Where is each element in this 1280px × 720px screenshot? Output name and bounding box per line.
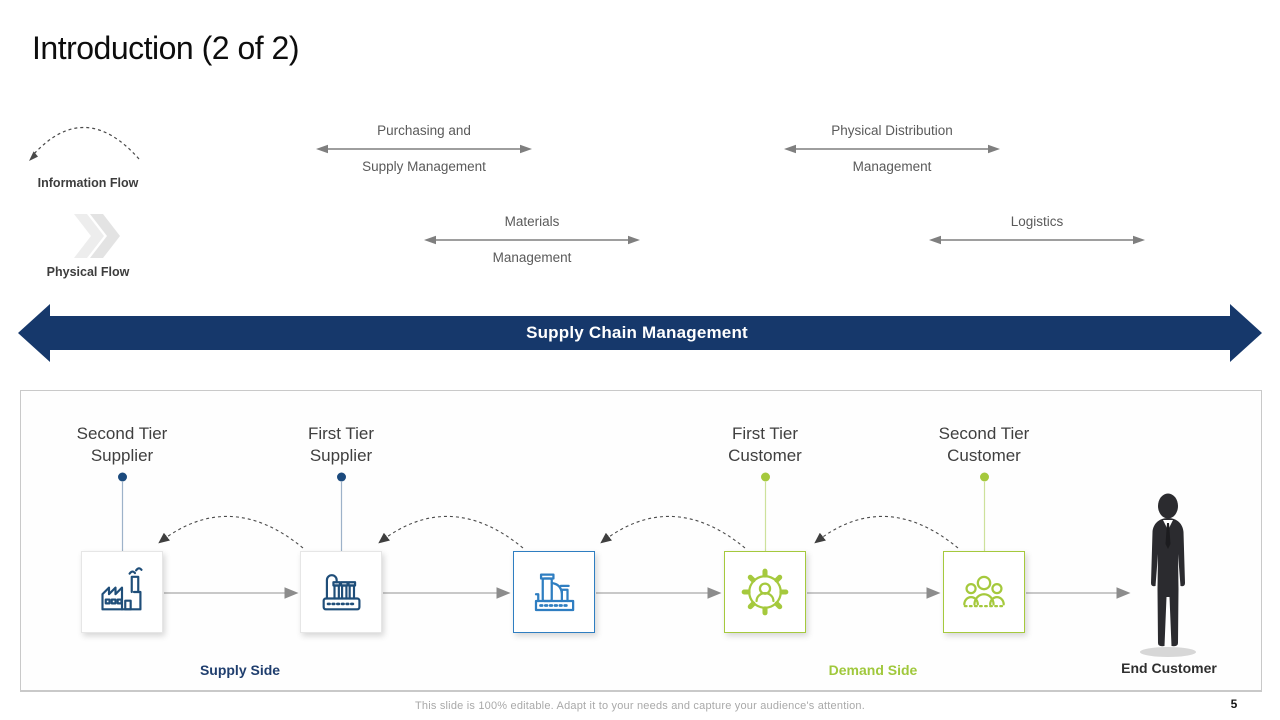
node-label-first-tier-supplier: First Tier Supplier	[307, 424, 375, 465]
flow-arrow-label: Supply Management	[362, 159, 486, 174]
double-arrow-icon	[784, 144, 1000, 154]
flow-arrow-label: Physical Distribution	[831, 123, 953, 138]
information-flow-arcs	[158, 515, 959, 549]
node-box-manufacturer	[513, 551, 595, 633]
end-customer-silhouette	[1140, 493, 1196, 657]
supply-chain-banner	[18, 304, 1262, 362]
demand-side-label: Demand Side	[828, 662, 918, 678]
flow-arrow-label: Management	[852, 159, 932, 174]
end-customer-label: End Customer	[1121, 660, 1217, 676]
people-group-icon	[963, 575, 1005, 608]
page-number: 5	[1230, 697, 1238, 711]
label-stems	[118, 472, 989, 551]
node-label-second-tier-supplier: Second Tier Supplier	[76, 424, 168, 465]
physical-flow-label: Physical Flow	[46, 265, 130, 279]
connector-overlay	[118, 472, 1131, 599]
page-title: Introduction (2 of 2)	[32, 30, 299, 66]
flow-arrow-label: Management	[492, 250, 572, 265]
information-flow-arc-icon	[29, 126, 140, 161]
industrial-plant-icon	[534, 573, 575, 612]
footer-note: This slide is 100% editable. Adapt it to…	[415, 700, 865, 712]
factory-icon	[101, 567, 143, 611]
supply-side-label: Supply Side	[199, 662, 281, 678]
flow-arrow-logistics: Logistics	[928, 213, 1146, 267]
information-flow-label: Information Flow	[37, 176, 139, 190]
flow-arrow-physical-distribution: Physical Distribution Management	[783, 122, 1001, 176]
node-box-first-tier-customer	[724, 551, 806, 633]
supply-chain-panel	[20, 390, 1262, 692]
supply-chain-banner-label: Supply Chain Management	[526, 323, 748, 342]
factory-stacks-icon	[322, 574, 361, 611]
flow-arrow-purchasing-supply: Purchasing and Supply Management	[315, 122, 533, 176]
double-arrow-icon	[929, 235, 1145, 245]
node-label-second-tier-customer: Second Tier Customer	[938, 424, 1030, 465]
gear-person-icon	[741, 568, 789, 616]
double-arrow-icon	[424, 235, 640, 245]
physical-flow-chevron-icon	[74, 214, 120, 258]
flow-arrow-label: Purchasing and	[377, 123, 471, 138]
flow-arrow-label	[928, 249, 1146, 267]
flow-arrow-materials: Materials Management	[423, 213, 641, 267]
node-box-second-tier-supplier	[81, 551, 163, 633]
node-box-first-tier-supplier	[300, 551, 382, 633]
node-label-first-tier-customer: First Tier Customer	[728, 424, 802, 465]
node-box-second-tier-customer	[943, 551, 1025, 633]
flow-arrow-label: Materials	[504, 214, 560, 229]
double-arrow-icon	[316, 144, 532, 154]
flow-arrow-label: Logistics	[1010, 214, 1064, 229]
